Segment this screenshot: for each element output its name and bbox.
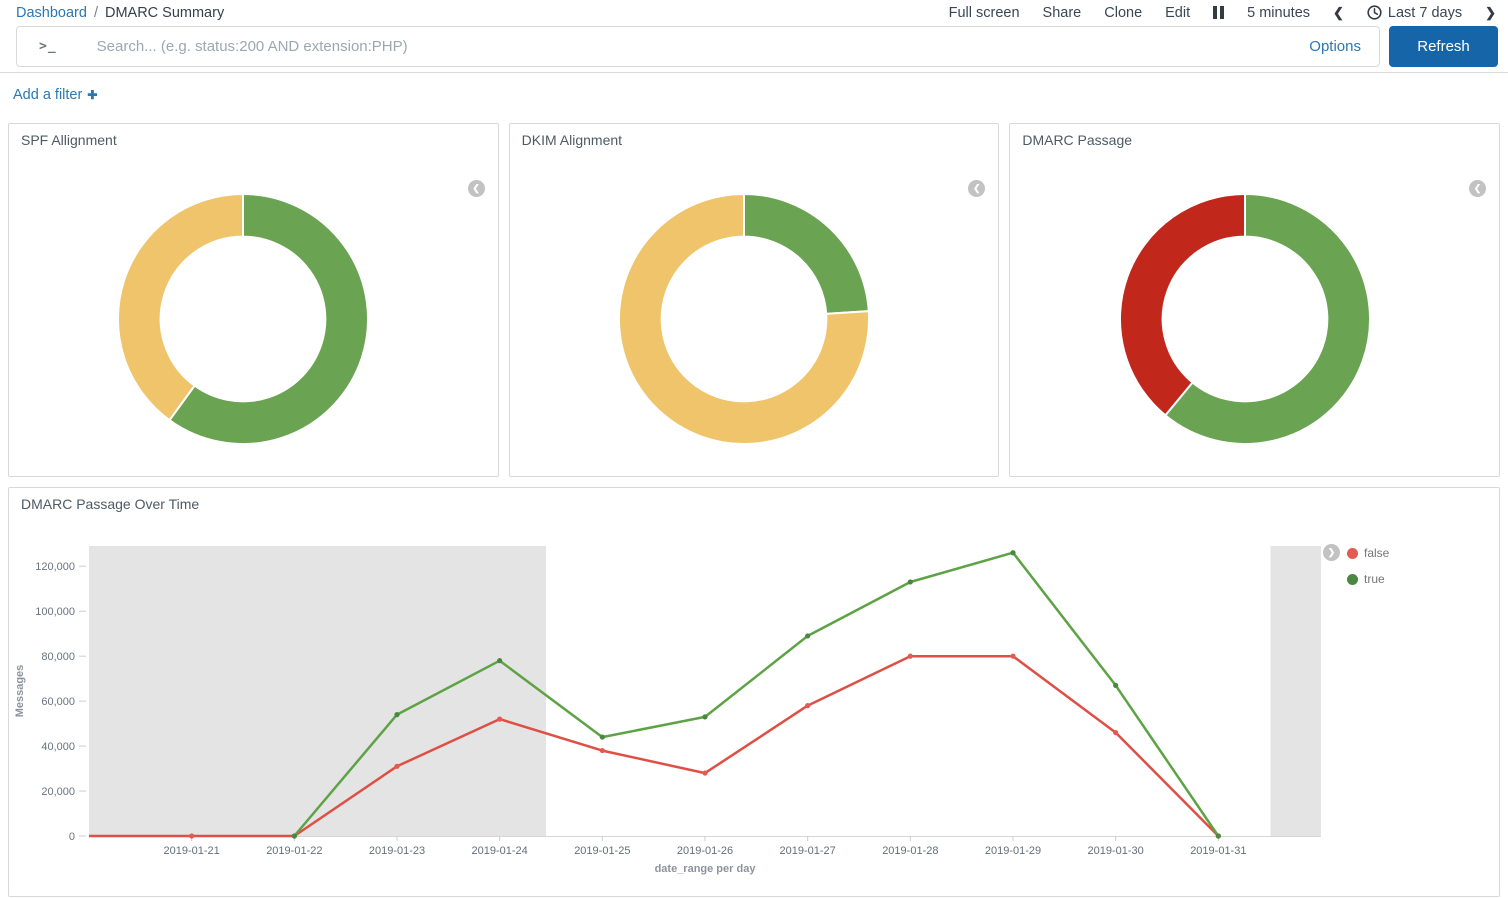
legend-toggle-icon[interactable]: ❮: [968, 180, 985, 197]
dmarc-over-time-line-chart: 0 20,000 40,000 60,000 80,000 100,000 120,000 2…: [9, 488, 1499, 894]
y-tick-label: 100,000: [35, 606, 75, 618]
chevron-right-icon[interactable]: ❯: [1485, 5, 1496, 21]
breadcrumb-separator: /: [94, 5, 98, 21]
x-tick-label: 2019-01-30: [1088, 845, 1144, 857]
data-point-true: [1216, 833, 1221, 838]
data-point-false: [1010, 654, 1015, 659]
menu-item-edit[interactable]: Edit: [1165, 5, 1190, 21]
data-point-true: [702, 714, 707, 719]
refresh-interval-label[interactable]: 5 minutes: [1247, 5, 1310, 21]
endzone-left: [89, 546, 546, 836]
dashboard-panel-row: SPF Allignment ❮ DKIM Alignment ❮ DMARC …: [8, 123, 1500, 477]
x-axis-title: date_range per day: [655, 863, 757, 875]
breadcrumb-dashboard-link[interactable]: Dashboard: [16, 5, 87, 21]
data-point-false: [908, 654, 913, 659]
data-point-true: [292, 833, 297, 838]
panel-dmarc-passage-over-time: DMARC Passage Over Time 020,00040,00060,…: [8, 487, 1500, 897]
y-tick-label: 20,000: [41, 786, 75, 798]
legend-toggle-icon[interactable]: ❮: [468, 180, 485, 197]
data-point-false: [805, 703, 810, 708]
legend-toggle-icon[interactable]: ❮: [1469, 180, 1486, 197]
add-filter-label: Add a filter: [13, 87, 82, 103]
legend-dot-true: [1347, 574, 1358, 585]
refresh-button[interactable]: Refresh: [1389, 26, 1498, 67]
data-point-true: [1010, 550, 1015, 555]
legend-item-false[interactable]: false: [1347, 546, 1389, 560]
legend-label: false: [1364, 546, 1389, 560]
spf-donut-chart: [116, 192, 370, 446]
panel-title: DMARC Passage: [1010, 124, 1499, 156]
panel-spf-allignment: SPF Allignment ❮: [8, 123, 499, 477]
y-axis-title: Messages: [14, 665, 26, 718]
y-tick-label: 120,000: [35, 561, 75, 573]
x-tick-label: 2019-01-31: [1190, 845, 1246, 857]
data-point-false: [600, 748, 605, 753]
terminal-prompt-icon: >_: [39, 39, 57, 54]
data-point-true: [805, 633, 810, 638]
menu-item-full-screen[interactable]: Full screen: [949, 5, 1020, 21]
data-point-false: [189, 833, 194, 838]
top-bar: Dashboard / DMARC Summary Full screen Sh…: [0, 0, 1508, 25]
x-tick-label: 2019-01-27: [780, 845, 836, 857]
add-filter-link[interactable]: Add a filter ✚: [13, 87, 97, 103]
y-tick-label: 0: [69, 831, 75, 843]
search-box: >_ Options: [16, 26, 1380, 67]
pause-icon[interactable]: [1213, 6, 1224, 19]
legend-label: true: [1364, 572, 1385, 586]
x-tick-label: 2019-01-26: [677, 845, 733, 857]
filter-bar: Add a filter ✚: [0, 72, 1508, 122]
y-tick-label: 40,000: [41, 741, 75, 753]
x-tick-label: 2019-01-28: [882, 845, 938, 857]
panel-dkim-alignment: DKIM Alignment ❮: [509, 123, 1000, 477]
search-input[interactable]: [97, 38, 1292, 55]
kibana-dashboard-app: Dashboard / DMARC Summary Full screen Sh…: [0, 0, 1508, 898]
data-point-false: [394, 764, 399, 769]
clock-icon: [1367, 5, 1382, 20]
y-tick-label: 80,000: [41, 651, 75, 663]
data-point-false: [702, 770, 707, 775]
time-picker[interactable]: Last 7 days: [1367, 5, 1462, 21]
data-point-true: [1113, 683, 1118, 688]
panel-dmarc-passage: DMARC Passage ❮: [1009, 123, 1500, 477]
breadcrumb: Dashboard / DMARC Summary: [16, 5, 224, 21]
dmarc-donut-chart: [1118, 192, 1372, 446]
legend-toggle-icon[interactable]: ❯: [1323, 544, 1340, 561]
options-link[interactable]: Options: [1291, 38, 1379, 55]
data-point-true: [497, 658, 502, 663]
top-menu: Full screen Share Clone Edit 5 minutes ❮…: [949, 5, 1496, 21]
endzone-right: [1270, 546, 1321, 836]
data-point-true: [908, 579, 913, 584]
data-point-true: [600, 734, 605, 739]
donut-segment-yellow[interactable]: [118, 194, 243, 420]
panel-title: SPF Allignment: [9, 124, 498, 156]
x-tick-label: 2019-01-23: [369, 845, 425, 857]
donut-segment-green[interactable]: [744, 194, 869, 314]
page-title: DMARC Summary: [105, 5, 224, 21]
legend-dot-false: [1347, 548, 1358, 559]
panel-title: DKIM Alignment: [510, 124, 999, 156]
menu-item-clone[interactable]: Clone: [1104, 5, 1142, 21]
data-point-false: [1113, 730, 1118, 735]
x-tick-label: 2019-01-25: [574, 845, 630, 857]
x-tick-label: 2019-01-29: [985, 845, 1041, 857]
donut-segment-red[interactable]: [1120, 194, 1245, 415]
legend-item-true[interactable]: true: [1347, 572, 1389, 586]
data-point-false: [497, 717, 502, 722]
chevron-left-icon[interactable]: ❮: [1333, 5, 1344, 21]
dkim-donut-chart: [617, 192, 871, 446]
menu-item-share[interactable]: Share: [1043, 5, 1082, 21]
query-bar: >_ Options Refresh: [16, 26, 1498, 67]
y-tick-label: 60,000: [41, 696, 75, 708]
time-range-label: Last 7 days: [1388, 5, 1462, 21]
x-tick-label: 2019-01-22: [266, 845, 322, 857]
chart-legend: false true: [1347, 546, 1389, 586]
data-point-true: [394, 712, 399, 717]
x-tick-label: 2019-01-21: [164, 845, 220, 857]
x-tick-label: 2019-01-24: [472, 845, 528, 857]
plus-icon: ✚: [87, 88, 97, 102]
